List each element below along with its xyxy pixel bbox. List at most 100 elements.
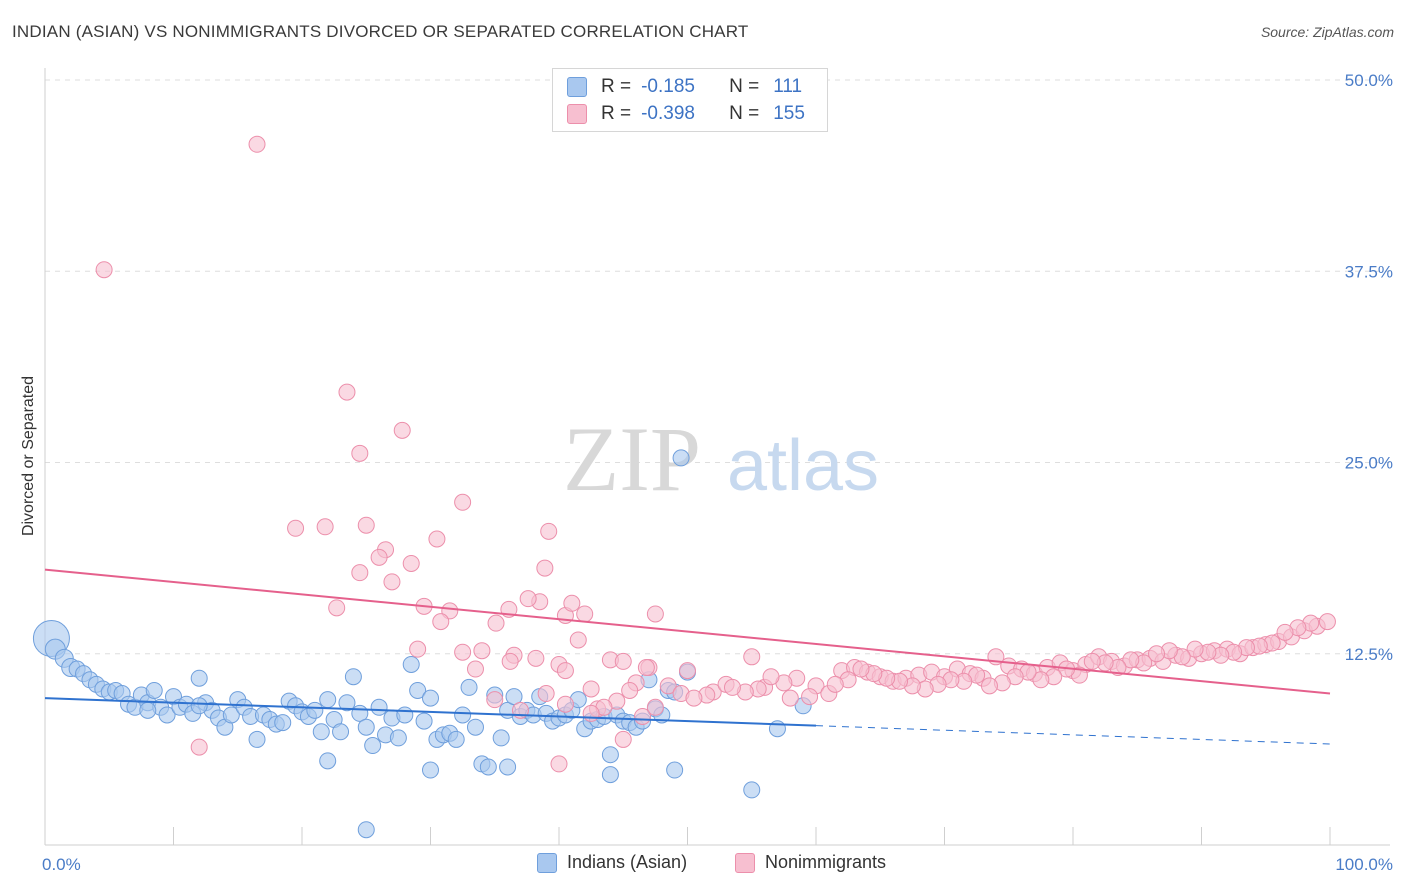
data-point [422, 761, 439, 779]
data-point [319, 752, 337, 770]
x-tick-label: 100.0% [1335, 855, 1393, 874]
data-point [762, 668, 780, 686]
data-point [95, 261, 113, 279]
data-point [569, 631, 587, 649]
trend-line-indians-extension [815, 725, 1331, 745]
legend-item-nonimmigrants[interactable]: Nonimmigrants [735, 852, 886, 873]
data-point [646, 698, 664, 716]
data-point [312, 723, 330, 741]
data-point [743, 781, 761, 799]
data-point [422, 689, 439, 707]
legend-n-label: N = [729, 103, 760, 124]
data-point [666, 761, 684, 779]
data-point [383, 573, 401, 591]
data-point [409, 640, 427, 658]
source-label: Source: ZipAtlas.com [1260, 24, 1394, 40]
y-tick-label: 12.5% [1345, 645, 1393, 664]
data-point [1318, 613, 1336, 631]
data-point [396, 706, 414, 724]
data-point [1083, 652, 1101, 670]
data-point [614, 730, 632, 748]
data-point [357, 718, 375, 736]
data-point [1276, 623, 1294, 641]
grid-lines [45, 79, 1390, 655]
data-point [563, 594, 581, 612]
data-point [479, 758, 497, 776]
y-axis-label: Divorced or Separated [20, 376, 37, 536]
data-point [460, 678, 478, 696]
data-point [637, 659, 655, 677]
data-point [473, 642, 491, 660]
data-point [537, 685, 555, 703]
data-point [402, 655, 420, 673]
data-point [501, 652, 519, 670]
data-point [466, 718, 484, 736]
data-point [634, 707, 652, 725]
data-point [319, 691, 337, 709]
data-point [679, 662, 696, 680]
data-point [540, 522, 558, 540]
data-point [190, 738, 208, 756]
trend-lines [44, 568, 1331, 745]
data-point [409, 681, 427, 699]
data-point [621, 681, 639, 699]
data-point [743, 648, 761, 666]
legend-swatch-blue [537, 852, 557, 873]
data-point [287, 519, 305, 537]
data-point [505, 688, 523, 706]
data-point [582, 704, 600, 722]
data-point [447, 730, 465, 748]
y-tick-label: 50.0% [1345, 71, 1393, 90]
data-point [332, 723, 350, 741]
data-point [328, 599, 346, 617]
data-point [306, 701, 324, 719]
data-point [466, 660, 484, 678]
data-point [1186, 640, 1204, 658]
trend-line-indians [44, 697, 817, 727]
legend-swatch-blue [567, 77, 587, 97]
data-point [646, 605, 664, 623]
data-point [454, 706, 472, 724]
data-point [402, 554, 420, 572]
data-point [364, 737, 382, 755]
data-point [370, 698, 388, 716]
data-point [357, 516, 375, 534]
data-point [826, 675, 844, 693]
data-point [428, 530, 446, 548]
data-point [519, 590, 537, 608]
data-point [139, 701, 157, 719]
data-point [1122, 651, 1140, 669]
legend-r-value: -0.398 [641, 103, 695, 124]
data-point [536, 559, 554, 577]
y-tick-label: 37.5% [1345, 262, 1393, 281]
series-nonimmigrants [95, 135, 1336, 773]
data-point [685, 689, 703, 707]
data-point [190, 669, 208, 687]
data-point [1032, 671, 1050, 689]
data-point [344, 668, 362, 686]
data-point [248, 135, 266, 153]
data-point [492, 729, 510, 747]
data-point [338, 383, 356, 401]
legend-r-label: R = [601, 76, 632, 97]
x-tick-label: 0.0% [42, 855, 81, 874]
data-point [527, 649, 545, 667]
data-point [158, 706, 176, 724]
data-point [222, 706, 240, 724]
data-point [274, 714, 292, 732]
data-point [672, 449, 690, 467]
axes [44, 68, 1390, 846]
chart-title: INDIAN (ASIAN) VS NONIMMIGRANTS DIVORCED… [12, 22, 749, 41]
data-point [454, 643, 472, 661]
watermark: ZIP atlas [563, 408, 879, 510]
data-point [614, 652, 632, 670]
data-point [486, 691, 504, 709]
data-point [1148, 645, 1166, 663]
data-point [389, 729, 407, 747]
data-point [556, 695, 574, 713]
data-point [487, 614, 505, 632]
data-point [980, 677, 998, 695]
legend-item-indians[interactable]: Indians (Asian) [537, 852, 687, 873]
data-point [601, 746, 619, 764]
data-point [248, 730, 266, 748]
